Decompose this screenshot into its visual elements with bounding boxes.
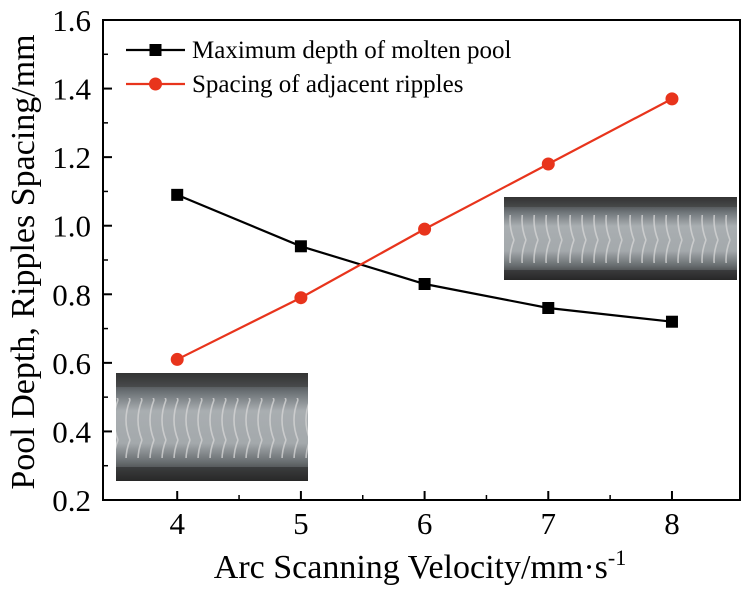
data-point <box>294 240 307 253</box>
data-point <box>170 352 184 366</box>
y-tick-label: 0.8 <box>52 277 91 312</box>
y-tick-label: 0.4 <box>52 414 91 449</box>
series-layer <box>170 92 679 366</box>
x-tick-label: 8 <box>664 506 680 541</box>
tick-labels: 4 5 6 7 8 0.2 0.4 0.6 0.8 1.0 1.2 1.4 1.6 <box>52 3 679 541</box>
y-tick-label: 1.6 <box>52 3 91 38</box>
y-tick-label: 1.0 <box>52 209 91 244</box>
x-tick-label: 5 <box>293 506 309 541</box>
legend: Maximum depth of molten pool Spacing of a… <box>126 37 511 98</box>
x-axis-title: Arc Scanning Velocity/mm·s-1 <box>214 545 626 586</box>
data-point <box>665 315 678 328</box>
data-point <box>541 157 555 171</box>
data-point <box>665 92 679 106</box>
y-axis-title: Pool Depth, Ripples Spacing/mm <box>5 34 42 489</box>
legend-label: Maximum depth of molten pool <box>192 37 511 64</box>
x-tick-label: 6 <box>417 506 433 541</box>
legend-marker <box>149 44 162 56</box>
y-tick-label: 1.4 <box>52 72 91 107</box>
data-point <box>418 278 431 290</box>
data-point <box>542 302 555 314</box>
x-tick-label: 7 <box>541 506 557 541</box>
y-tick-label: 0.2 <box>52 483 91 518</box>
legend-marker <box>149 77 162 91</box>
x-tick-label: 4 <box>169 506 185 541</box>
data-point <box>418 222 432 236</box>
legend-label: Spacing of adjacent ripples <box>192 71 463 98</box>
y-tick-label: 1.2 <box>52 140 91 175</box>
data-point <box>294 291 308 305</box>
axis-ticks <box>103 19 673 501</box>
y-tick-label: 0.6 <box>52 346 91 381</box>
ripple-photo-right <box>504 197 737 280</box>
ripple-photo-left <box>116 373 308 481</box>
data-point <box>171 188 184 201</box>
